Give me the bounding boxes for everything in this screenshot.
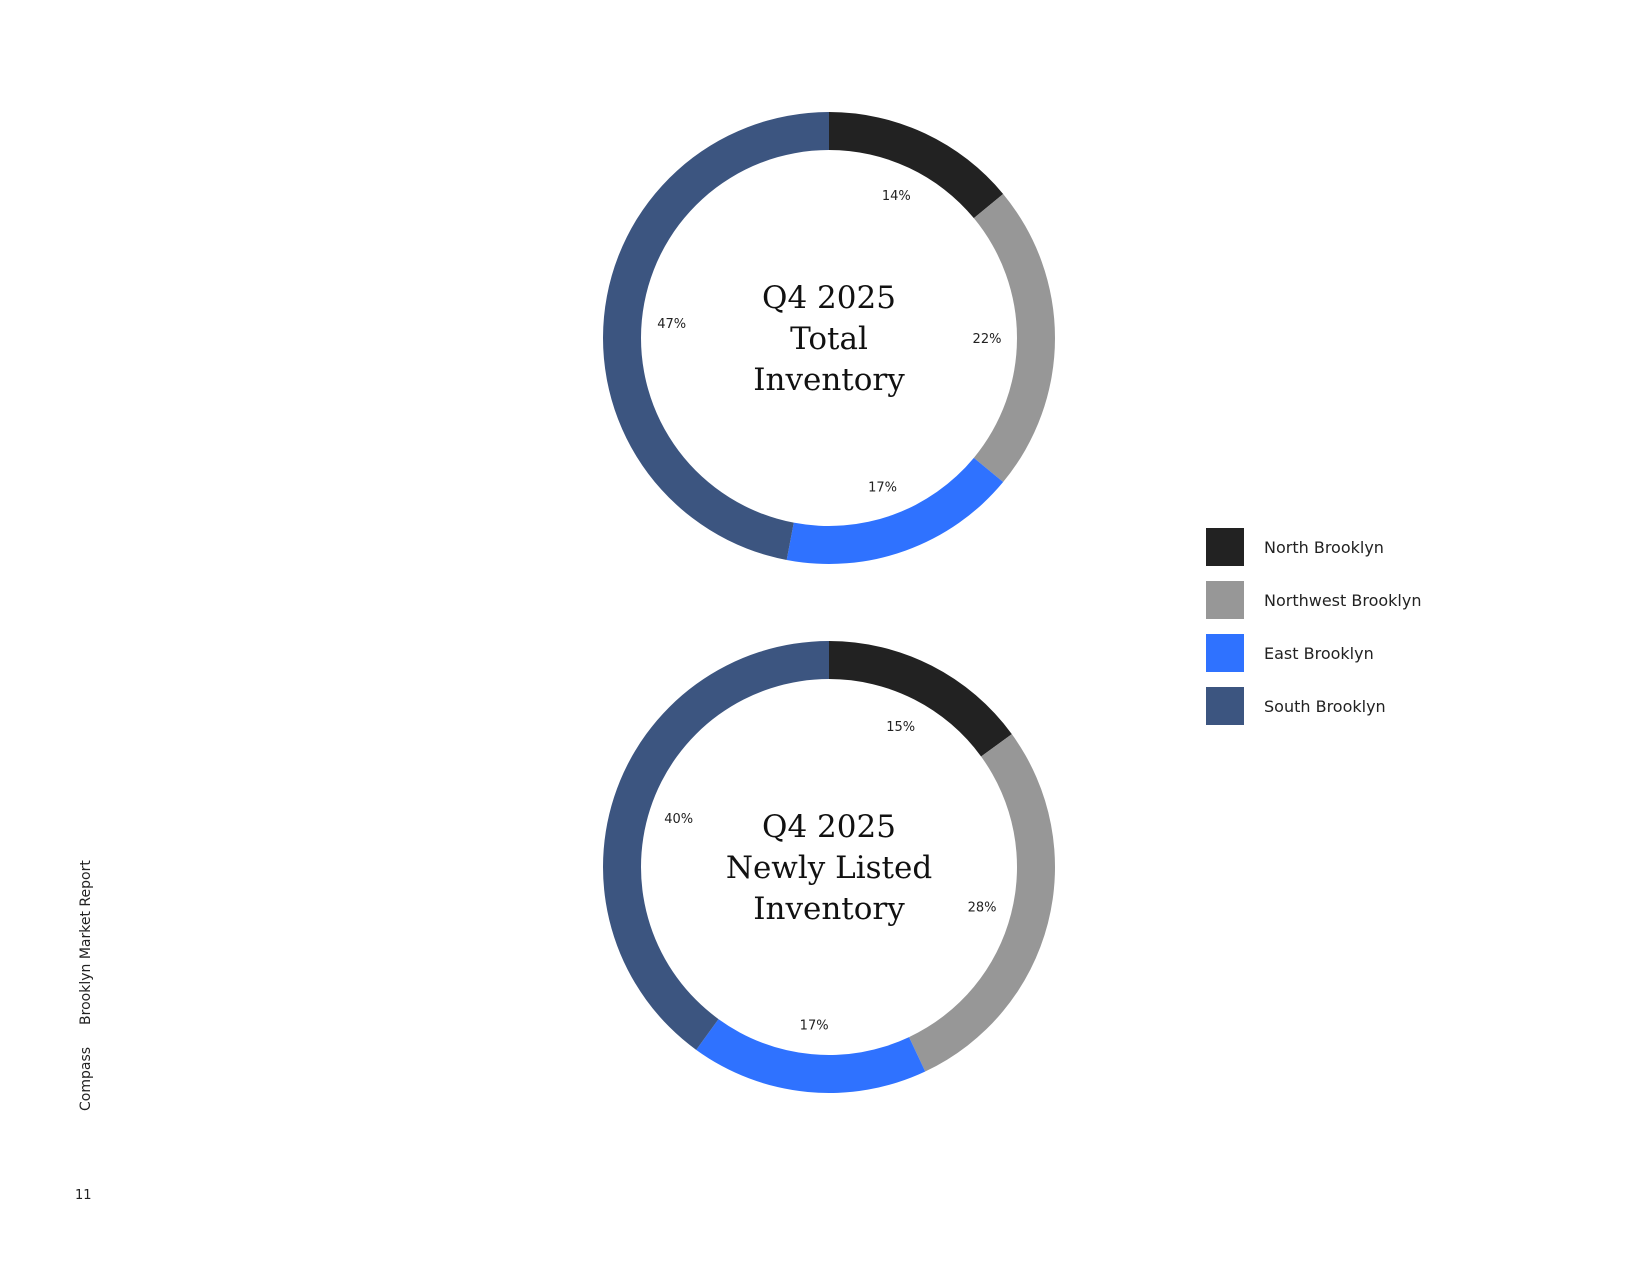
chart-title-line: Q4 2025 [762, 809, 896, 845]
chart-title-line: Inventory [753, 362, 905, 398]
chart-title-line: Newly Listed [726, 850, 932, 886]
donut-segment-northwest-brooklyn [973, 193, 1055, 483]
side-footer: Compass Brooklyn Market Report [78, 838, 94, 1111]
data-label: 47% [657, 317, 686, 332]
legend: North Brooklyn Northwest Brooklyn East B… [1206, 528, 1421, 740]
legend-label: East Brooklyn [1264, 643, 1374, 663]
data-label: 14% [882, 189, 911, 204]
data-label: 15% [886, 720, 915, 735]
donut-segment-northwest-brooklyn [909, 734, 1055, 1072]
legend-item: East Brooklyn [1206, 634, 1421, 672]
legend-item: North Brooklyn [1206, 528, 1421, 566]
donut-segment-east-brooklyn [786, 457, 1004, 565]
data-label: 28% [968, 900, 997, 915]
donut-segment-south-brooklyn [603, 641, 829, 1050]
legend-item: Northwest Brooklyn [1206, 581, 1421, 619]
legend-label: Northwest Brooklyn [1264, 590, 1422, 610]
data-label: 17% [868, 481, 897, 496]
donut-segment-south-brooklyn [602, 112, 829, 560]
legend-swatch [1206, 528, 1244, 566]
report-name: Brooklyn Market Report [78, 860, 94, 1025]
donut-segment-north-brooklyn [829, 641, 1012, 757]
chart-title-line: Q4 2025 [762, 280, 896, 316]
data-label: 40% [664, 812, 693, 827]
page-number: 11 [75, 1188, 92, 1203]
donut-segment-east-brooklyn [696, 1019, 926, 1093]
legend-label: South Brooklyn [1264, 696, 1386, 716]
data-label: 22% [973, 332, 1002, 347]
chart-title-line: Total [790, 321, 868, 357]
legend-item: South Brooklyn [1206, 687, 1421, 725]
legend-swatch [1206, 581, 1244, 619]
data-label: 17% [800, 1018, 829, 1033]
chart-title-line: Inventory [753, 891, 905, 927]
legend-label: North Brooklyn [1264, 537, 1384, 557]
donut-segment-north-brooklyn [829, 112, 1004, 219]
legend-swatch [1206, 687, 1244, 725]
brand-name: Compass [78, 1046, 94, 1111]
legend-swatch [1206, 634, 1244, 672]
